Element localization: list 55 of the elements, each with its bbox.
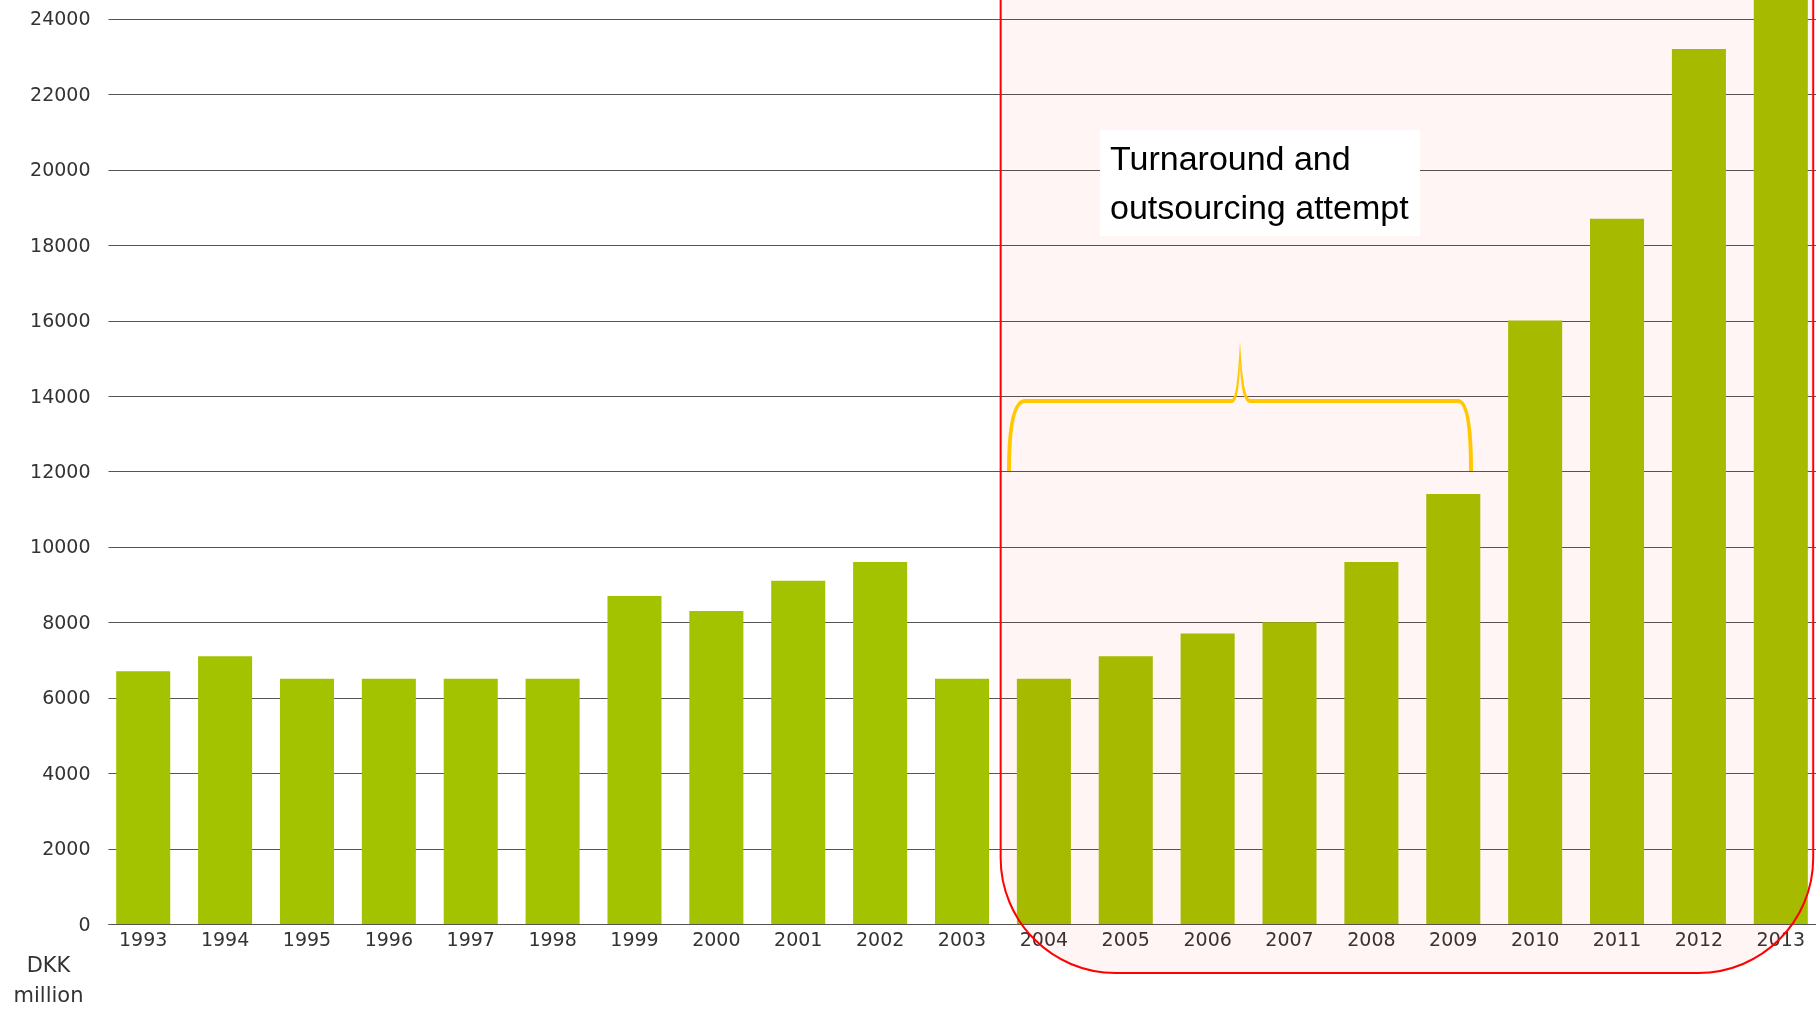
bar — [279, 678, 334, 924]
x-tick-label: 1994 — [200, 927, 250, 950]
x-tick-label: 1997 — [446, 927, 495, 950]
x-tick-label: 1999 — [610, 927, 659, 950]
bar — [198, 656, 253, 924]
bar — [1344, 561, 1399, 924]
y-tick-label: 12000 — [30, 459, 91, 482]
y-tick-label: 18000 — [30, 233, 91, 256]
y-tick-label: 4000 — [42, 761, 91, 784]
x-tick-label: 2011 — [1592, 927, 1642, 950]
x-tick-label: 2010 — [1510, 927, 1560, 950]
y-axis-title: DKK million — [13, 952, 84, 1007]
x-tick-label: 2002 — [855, 927, 905, 950]
y-tick-label: 6000 — [42, 686, 91, 709]
x-tick-label: 2007 — [1265, 927, 1314, 950]
x-tick-label: 1998 — [528, 927, 577, 950]
bar — [1671, 49, 1726, 924]
bar — [443, 678, 498, 924]
x-tick-label: 2012 — [1674, 927, 1724, 950]
annotation: Turnaround and outsourcing attempt — [1100, 130, 1420, 236]
bar — [1180, 633, 1235, 924]
x-tick-label: 2003 — [937, 927, 987, 950]
y-tick-label: 2000 — [42, 837, 91, 860]
x-tick-label: 1996 — [364, 927, 414, 950]
bar — [361, 678, 416, 924]
x-tick-label: 2000 — [692, 927, 741, 950]
x-tick-label: 2006 — [1183, 927, 1232, 950]
y-tick-label: 20000 — [30, 158, 91, 181]
bar — [1098, 656, 1153, 924]
y-tick-label: 8000 — [42, 610, 91, 633]
y-tick-label: 24000 — [30, 7, 91, 30]
y-tick-label: 22000 — [30, 82, 91, 105]
bar — [853, 561, 908, 924]
bar — [1590, 218, 1645, 924]
bar — [771, 580, 826, 924]
bar — [1508, 320, 1563, 924]
bar — [116, 671, 171, 924]
x-tick-label: 1995 — [282, 927, 332, 950]
y-tick-label: 10000 — [30, 535, 91, 558]
x-tick-label: 2009 — [1429, 927, 1478, 950]
bar — [607, 595, 662, 924]
bar — [1016, 678, 1071, 924]
bar — [525, 678, 580, 924]
bar — [1426, 494, 1481, 924]
bar — [934, 678, 990, 924]
x-tick-label: 2008 — [1347, 927, 1396, 950]
y-tick-label: 14000 — [30, 384, 91, 407]
bar — [689, 610, 744, 924]
x-tick-label: 2001 — [774, 927, 823, 950]
y-tick-label: 16000 — [30, 309, 91, 332]
y-tick-label: 0 — [78, 912, 91, 935]
x-tick-label: 1993 — [119, 927, 168, 950]
bar — [1753, 0, 1808, 924]
bar — [1262, 622, 1317, 924]
x-tick-label: 2005 — [1101, 927, 1150, 950]
